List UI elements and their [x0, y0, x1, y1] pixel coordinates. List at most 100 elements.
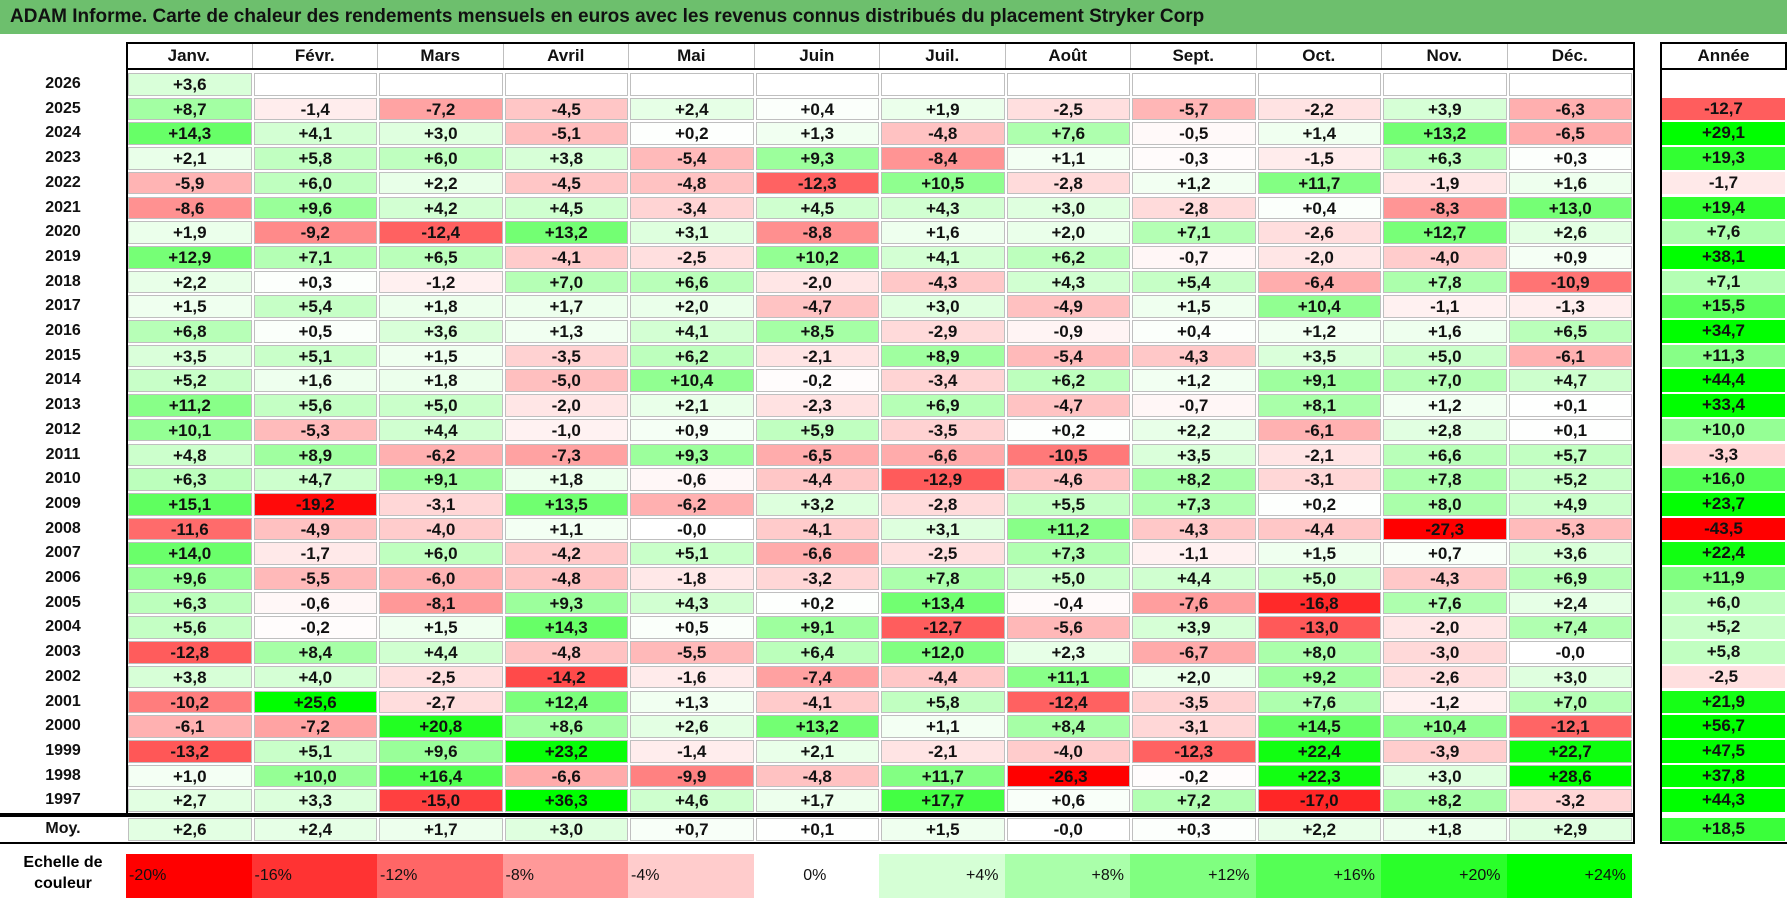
heatmap-cell: -9,2 [253, 221, 377, 244]
color-scale-swatch: -12% [377, 854, 503, 898]
color-scale-swatch: +20% [1381, 854, 1507, 898]
color-scale-swatch: -16% [251, 854, 377, 898]
heatmap-cell: +1,8 [379, 295, 503, 318]
heatmap-cell: +2,4 [630, 97, 754, 121]
heatmap-cell: +5,2 [128, 369, 252, 393]
year-label: 2010 [45, 470, 81, 488]
heatmap-cell: -2,8 [881, 492, 1005, 516]
heatmap-cell: +2,1 [630, 394, 754, 417]
heatmap-cell: +12,9 [128, 245, 252, 269]
heatmap-cell: +5,8 [881, 690, 1005, 714]
heatmap-cell: +4,2 [379, 196, 503, 220]
heatmap-cell: +0,1 [1508, 394, 1632, 417]
heatmap-cell: +17,7 [881, 789, 1005, 812]
heatmap-cell: +8,5 [755, 320, 879, 343]
heatmap-cell: +1,2 [1257, 320, 1381, 343]
annual-cell: +15,5 [1662, 295, 1785, 318]
heatmap-cell: -1,0 [504, 418, 628, 442]
year-label: 2006 [45, 569, 81, 586]
heatmap-cell: +2,0 [1006, 221, 1130, 244]
heatmap-cell [1132, 73, 1256, 96]
heatmap-cell: -4,1 [504, 245, 628, 269]
heatmap-cell: +7,4 [1508, 616, 1632, 640]
heatmap-cell: +11,2 [1006, 517, 1130, 541]
heatmap-cell: +3,1 [881, 517, 1005, 541]
heatmap-cell: +8,0 [1383, 492, 1507, 516]
month-header: Sept. [1130, 44, 1256, 68]
heatmap-cell: -2,6 [1257, 221, 1381, 244]
heatmap-cell: -6,1 [1257, 418, 1381, 442]
heatmap-cell: +8,9 [253, 443, 377, 467]
heatmap-cell: -4,6 [1006, 468, 1130, 491]
heatmap-cell: -4,5 [504, 171, 628, 195]
year-label: 2022 [45, 173, 81, 191]
color-scale-swatch: +16% [1255, 854, 1381, 898]
heatmap-cell: -0,0 [630, 517, 754, 541]
heatmap-cell: +3,6 [128, 73, 252, 96]
year-label: 2011 [45, 445, 81, 463]
heatmap-cell: -6,0 [379, 567, 503, 590]
heatmap-cell: -12,9 [881, 468, 1005, 491]
heatmap-cell: +2,6 [630, 715, 754, 738]
heatmap-cell: +9,3 [630, 443, 754, 467]
heatmap-cell: +7,0 [1508, 690, 1632, 714]
heatmap-cell: +11,2 [128, 394, 252, 417]
year-label: 2000 [45, 717, 81, 735]
color-scale-swatch: +12% [1130, 854, 1256, 898]
heatmap-cell: +1,9 [881, 97, 1005, 121]
color-scale-swatch: -20% [126, 854, 252, 898]
heatmap-cell: +13,4 [881, 591, 1005, 615]
annual-cell: +10,0 [1662, 418, 1785, 442]
heatmap-cell: +7,1 [1132, 221, 1256, 244]
heatmap-cell: +0,1 [1508, 418, 1632, 442]
heatmap-cell: +0,2 [1006, 418, 1130, 442]
heatmap-cell: -3,2 [755, 567, 879, 590]
annual-cell: +19,3 [1662, 147, 1785, 170]
annual-cell: -43,5 [1662, 517, 1785, 541]
heatmap-cell: -0,0 [1006, 818, 1130, 841]
year-label: 2021 [45, 198, 81, 216]
heatmap-cell: +7,2 [1132, 789, 1256, 812]
heatmap-cell: +2,0 [1132, 665, 1256, 689]
heatmap-cell: +5,2 [1508, 468, 1632, 491]
heatmap-cell: +1,5 [1257, 542, 1381, 565]
heatmap-cell: +15,1 [128, 492, 252, 516]
heatmap-cell: +7,3 [1132, 492, 1256, 516]
heatmap-cell: +6,0 [379, 542, 503, 565]
heatmap-cell: +6,0 [253, 171, 377, 195]
annual-cell: +5,2 [1662, 616, 1785, 640]
heatmap-cell: -2,8 [1006, 171, 1130, 195]
heatmap-cell: +25,6 [253, 690, 377, 714]
heatmap-cell: -2,3 [755, 394, 879, 417]
heatmap-cell: -7,3 [504, 443, 628, 467]
heatmap-cell: +2,3 [1006, 641, 1130, 664]
heatmap-cell: +1,7 [755, 789, 879, 812]
page-title: ADAM Informe. Carte de chaleur des rende… [0, 0, 1787, 34]
heatmap-cell: -3,1 [1257, 468, 1381, 491]
month-header: Juil. [879, 44, 1005, 68]
heatmap-cell: +2,7 [128, 789, 252, 812]
heatmap-cell: +9,1 [755, 616, 879, 640]
annual-cell: +44,3 [1662, 789, 1785, 812]
heatmap-cell: -1,2 [379, 270, 503, 294]
heatmap-cell: -0,0 [1508, 641, 1632, 664]
heatmap-cell: -12,3 [755, 171, 879, 195]
heatmap-cell: -1,1 [1383, 295, 1507, 318]
heatmap-cell: +5,9 [755, 418, 879, 442]
heatmap-cell: +0,1 [755, 818, 879, 841]
year-label: 2009 [45, 494, 81, 512]
heatmap-cell: +4,3 [630, 591, 754, 615]
heatmap-cell: +1,5 [379, 344, 503, 368]
heatmap-cell: +4,4 [1132, 567, 1256, 590]
heatmap-cell: -6,7 [1132, 641, 1256, 664]
heatmap-cell: +1,3 [755, 122, 879, 146]
heatmap-cell: -4,4 [1257, 517, 1381, 541]
heatmap-cell: -0,3 [1132, 147, 1256, 170]
year-label: 2026 [45, 75, 81, 92]
heatmap-cell: +3,2 [755, 492, 879, 516]
heatmap-cell [630, 73, 754, 96]
heatmap-cell: +5,1 [630, 542, 754, 565]
heatmap-cell: +14,3 [128, 122, 252, 146]
heatmap-cell: -7,2 [379, 97, 503, 121]
heatmap-cell: +5,1 [253, 344, 377, 368]
